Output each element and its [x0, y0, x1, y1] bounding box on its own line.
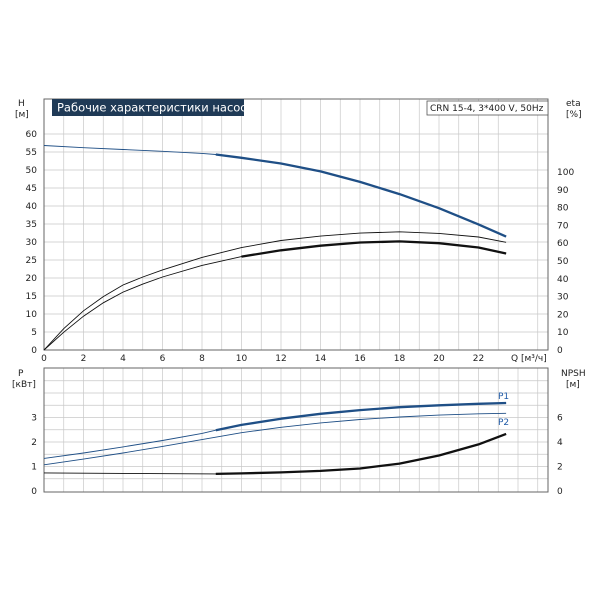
model-label: CRN 15-4, 3*400 V, 50Hz: [430, 104, 544, 114]
power-axis-unit: [кВт]: [12, 380, 36, 390]
x-tick-label: 0: [41, 354, 47, 364]
p1-curve-operating-range: [215, 401, 507, 432]
efficiency-tick-label: 20: [557, 310, 569, 320]
x-tick-label: 16: [354, 354, 366, 364]
x-tick-label: 2: [81, 354, 87, 364]
npsh-axis-unit: [м]: [566, 380, 580, 390]
npsh-tick-label: 6: [557, 414, 563, 424]
efficiency-axis-unit: [%]: [566, 110, 582, 120]
p2-series-label: P2: [498, 418, 509, 428]
npsh-tick-label: 0: [557, 487, 563, 497]
head-tick-label: 40: [26, 202, 38, 212]
x-tick-label: 18: [394, 354, 406, 364]
efficiency-tick-label: 40: [557, 275, 569, 285]
x-tick-label: 6: [160, 354, 166, 364]
power-axis-label: P: [18, 369, 24, 379]
lower-plot-frame: [43, 367, 549, 493]
npsh-tick-label: 4: [557, 438, 563, 448]
head-tick-label: 15: [26, 292, 37, 302]
power-tick-label: 1: [31, 463, 37, 473]
head-tick-label: 5: [31, 328, 37, 338]
x-tick-label: 20: [433, 354, 445, 364]
x-tick-label: 4: [120, 354, 126, 364]
efficiency-tick-label: 30: [557, 293, 569, 303]
upper-plot-frame: [43, 98, 549, 351]
head-curve-operating-range: [215, 153, 507, 238]
npsh-axis-label: NPSH: [561, 369, 586, 379]
efficiency-tick-label: 80: [557, 204, 569, 214]
npsh-curve-operating-range: [215, 432, 507, 476]
efficiency-tick-label: 60: [557, 239, 569, 249]
efficiency-curve-lower-operating-range: [241, 240, 507, 258]
head-axis-unit: [м]: [15, 110, 29, 120]
model-box: [426, 100, 549, 116]
efficiency-tick-label: 0: [557, 346, 563, 356]
p1-curve-line: [43, 402, 507, 459]
power-tick-label: 3: [31, 414, 37, 424]
upper-plot-grid: [44, 99, 548, 350]
head-tick-label: 55: [26, 148, 37, 158]
lower-plot-ticks: 0 1 2 3 0 2 4 6: [31, 414, 563, 498]
chart-title-box: [52, 99, 244, 116]
x-tick-label: 22: [473, 354, 484, 364]
head-tick-label: 60: [26, 130, 38, 140]
head-axis-label: H: [18, 99, 25, 109]
x-tick-label: 10: [236, 354, 248, 364]
efficiency-tick-label: 90: [557, 186, 569, 196]
npsh-tick-label: 2: [557, 463, 563, 473]
head-tick-label: 35: [26, 220, 37, 230]
x-tick-label: 8: [199, 354, 205, 364]
upper-plot-ticks: 0 2 4 6 8 10 12 14 16 18 20 22 0 5 10 15 20 25 30 35 40 45 50 5…: [26, 130, 575, 364]
efficiency-axis-label: eta: [566, 99, 581, 109]
power-tick-label: 2: [31, 438, 37, 448]
efficiency-tick-label: 10: [557, 328, 569, 338]
x-tick-label: 14: [315, 354, 327, 364]
head-tick-label: 45: [26, 184, 37, 194]
x-tick-label: 12: [275, 354, 286, 364]
lower-plot-series: [43, 401, 507, 476]
efficiency-tick-label: 50: [557, 257, 569, 267]
head-tick-label: 50: [26, 166, 38, 176]
head-tick-label: 20: [26, 274, 38, 284]
head-tick-label: 30: [26, 238, 38, 248]
lower-plot-grid: [44, 368, 548, 492]
flow-axis-label: Q [м³/ч]: [511, 354, 547, 364]
power-tick-label: 0: [31, 487, 37, 497]
head-tick-label: 0: [31, 346, 37, 356]
upper-plot-series: [43, 145, 507, 351]
p2-curve-line: [43, 412, 507, 466]
p1-series-label: P1: [498, 392, 509, 402]
efficiency-curve-upper-line: [43, 231, 507, 351]
efficiency-tick-label: 100: [557, 168, 574, 178]
head-curve-line: [43, 145, 507, 238]
efficiency-tick-label: 70: [557, 221, 569, 231]
head-tick-label: 25: [26, 256, 37, 266]
head-tick-label: 10: [26, 310, 38, 320]
chart-title: Рабочие характеристики насоса: [57, 101, 254, 115]
